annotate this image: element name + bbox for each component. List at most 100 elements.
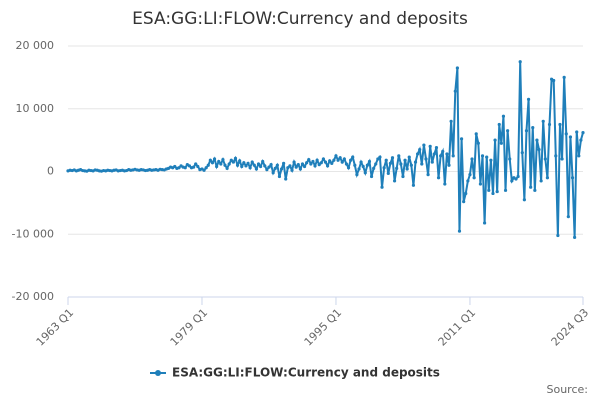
point (526, 97, 531, 101)
point (210, 161, 215, 165)
point (478, 182, 483, 186)
point (238, 159, 242, 163)
point (221, 157, 225, 162)
point (466, 179, 470, 183)
point (261, 159, 265, 164)
point (493, 138, 497, 142)
point (288, 164, 292, 168)
point (273, 166, 277, 170)
point (501, 114, 506, 118)
point (233, 156, 238, 160)
point (459, 137, 464, 141)
point (529, 185, 533, 189)
y-tick-label: -20 000 (12, 290, 54, 303)
point (506, 129, 510, 133)
point (325, 164, 330, 168)
point (401, 174, 405, 179)
point (212, 157, 217, 161)
point (204, 166, 208, 170)
point (263, 164, 267, 168)
point (275, 163, 279, 167)
point (581, 130, 585, 135)
point (416, 152, 420, 156)
point (399, 162, 403, 166)
point (217, 159, 221, 164)
point (434, 146, 439, 150)
point (254, 167, 259, 171)
point (271, 171, 275, 175)
line (67, 61, 584, 238)
point (418, 147, 422, 152)
point (491, 191, 495, 196)
point (208, 158, 212, 162)
point (554, 154, 558, 158)
point (282, 161, 286, 165)
point (363, 171, 367, 175)
point (321, 157, 326, 161)
point (250, 160, 254, 164)
point (340, 160, 344, 164)
point (489, 158, 493, 162)
point (470, 157, 474, 161)
point (215, 164, 219, 169)
point (334, 154, 338, 158)
point (346, 166, 351, 170)
point (564, 132, 568, 136)
point (543, 157, 547, 161)
chart-title: ESA:GG:LI:FLOW:Currency and deposits (132, 9, 468, 29)
point (411, 183, 416, 187)
point (311, 159, 315, 164)
point (397, 154, 401, 158)
point (365, 163, 369, 167)
point (248, 166, 252, 170)
point (359, 160, 363, 164)
point (472, 176, 476, 180)
point (516, 174, 520, 179)
point (420, 162, 424, 166)
y-tick-label: 0 (47, 165, 54, 178)
point (355, 173, 359, 177)
point (374, 162, 378, 166)
point (361, 164, 365, 169)
point (447, 163, 451, 167)
point (422, 143, 426, 147)
point (487, 188, 491, 192)
point (313, 164, 317, 168)
point (202, 168, 206, 172)
point (388, 161, 392, 165)
point (376, 157, 380, 161)
x-tick-label: 1963 Q1 (34, 306, 77, 349)
point (351, 155, 355, 159)
point (535, 138, 539, 142)
point (541, 119, 545, 123)
point (443, 182, 447, 186)
point (309, 162, 313, 166)
source: Source: (547, 383, 589, 396)
point (439, 154, 443, 158)
point (499, 141, 503, 145)
y-tick-label: 10 000 (16, 102, 55, 115)
point (192, 165, 196, 169)
point (328, 159, 332, 163)
point (300, 162, 305, 166)
point (194, 162, 198, 166)
point (547, 122, 552, 127)
point (225, 166, 229, 170)
point (372, 166, 376, 170)
point (455, 66, 459, 70)
point (558, 122, 562, 127)
point (405, 167, 409, 171)
point (305, 161, 309, 165)
point (468, 173, 472, 177)
point (432, 152, 436, 156)
point (302, 164, 307, 169)
point (349, 158, 353, 162)
point (246, 161, 250, 165)
point (453, 89, 457, 93)
point (286, 166, 290, 170)
point (524, 129, 529, 133)
legend-label: ESA:GG:LI:FLOW:Currency and deposits (172, 366, 440, 380)
point (413, 160, 418, 164)
point (436, 176, 441, 180)
